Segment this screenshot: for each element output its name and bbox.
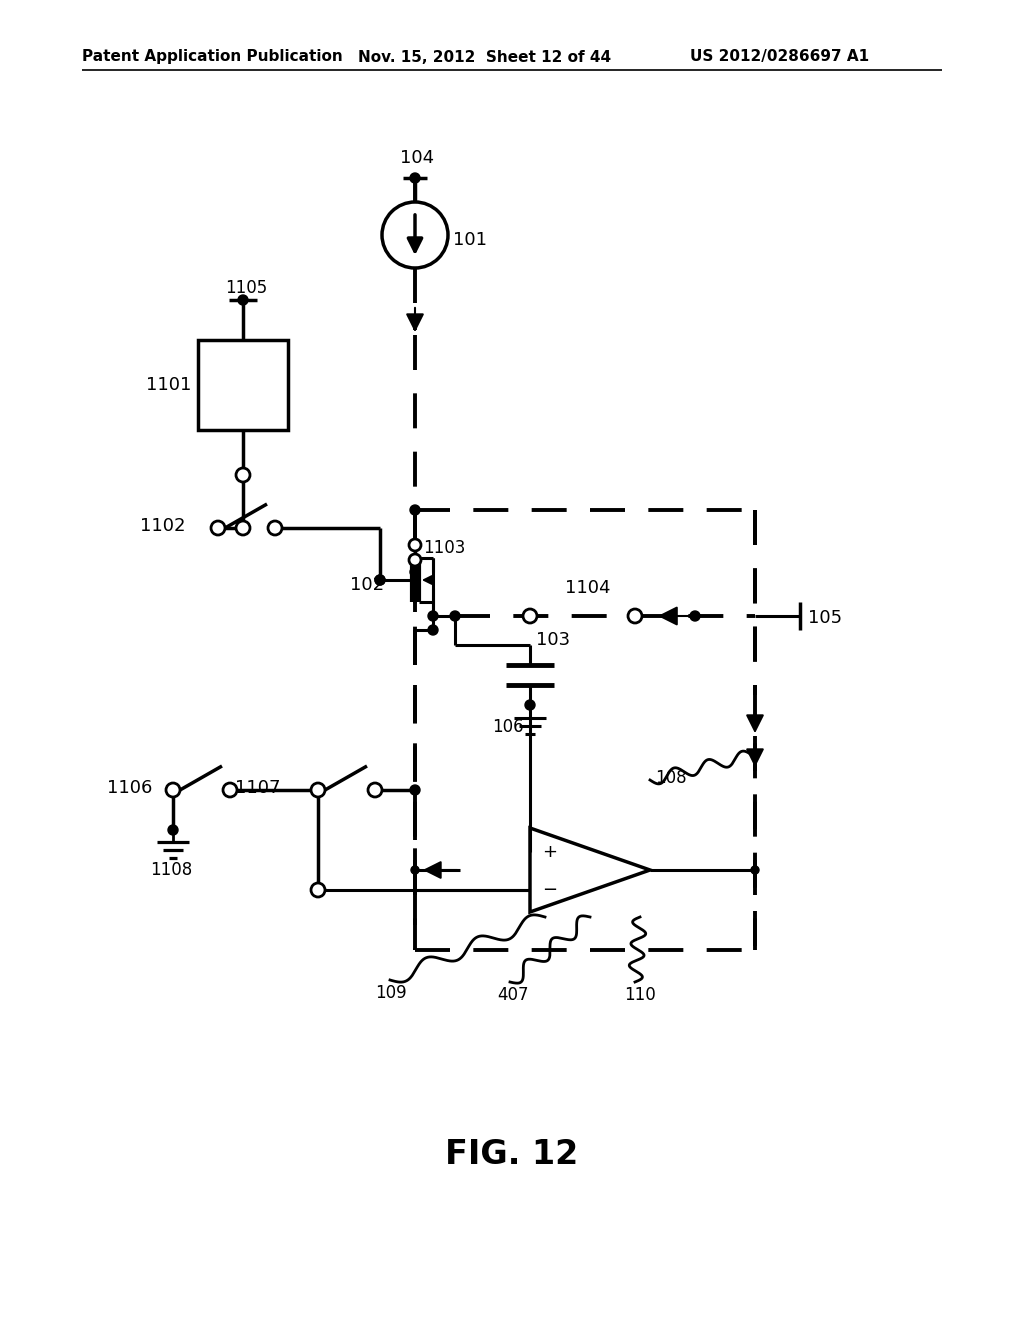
Text: 105: 105 <box>808 609 842 627</box>
Circle shape <box>411 866 419 874</box>
Text: Patent Application Publication: Patent Application Publication <box>82 49 343 65</box>
Circle shape <box>428 624 438 635</box>
Text: 101: 101 <box>453 231 487 249</box>
Circle shape <box>223 783 237 797</box>
Circle shape <box>690 611 700 620</box>
Circle shape <box>410 568 420 577</box>
Circle shape <box>410 506 420 515</box>
Circle shape <box>450 611 460 620</box>
Circle shape <box>525 700 535 710</box>
Text: 1102: 1102 <box>140 517 185 535</box>
Circle shape <box>238 294 248 305</box>
Circle shape <box>410 785 420 795</box>
Bar <box>198 341 288 430</box>
Circle shape <box>375 576 385 585</box>
Text: 108: 108 <box>655 770 687 787</box>
Circle shape <box>523 609 537 623</box>
Circle shape <box>628 609 642 623</box>
Circle shape <box>311 783 325 797</box>
Text: 102: 102 <box>350 576 384 594</box>
Text: 1106: 1106 <box>106 779 153 797</box>
Circle shape <box>311 883 325 898</box>
Circle shape <box>368 783 382 797</box>
Text: 106: 106 <box>492 718 523 737</box>
Text: 104: 104 <box>400 149 434 168</box>
Text: 1107: 1107 <box>234 779 281 797</box>
Circle shape <box>375 576 385 585</box>
Text: 1103: 1103 <box>423 539 465 557</box>
Circle shape <box>236 469 250 482</box>
Circle shape <box>211 521 225 535</box>
Text: −: − <box>542 880 557 899</box>
Circle shape <box>751 866 759 874</box>
Text: FIG. 12: FIG. 12 <box>445 1138 579 1172</box>
Text: 103: 103 <box>536 631 570 649</box>
Text: 1104: 1104 <box>565 579 610 597</box>
Circle shape <box>428 611 438 620</box>
Circle shape <box>236 521 250 535</box>
Text: 1105: 1105 <box>225 279 267 297</box>
Text: 407: 407 <box>497 986 528 1005</box>
Circle shape <box>410 173 420 183</box>
Circle shape <box>166 783 180 797</box>
Text: Nov. 15, 2012  Sheet 12 of 44: Nov. 15, 2012 Sheet 12 of 44 <box>358 49 611 65</box>
Circle shape <box>409 539 421 550</box>
Circle shape <box>409 554 421 566</box>
Text: +: + <box>542 843 557 861</box>
Text: US 2012/0286697 A1: US 2012/0286697 A1 <box>690 49 869 65</box>
Circle shape <box>168 825 178 836</box>
Text: 1101: 1101 <box>146 376 191 393</box>
Circle shape <box>268 521 282 535</box>
Text: 109: 109 <box>375 983 407 1002</box>
Text: 1108: 1108 <box>150 861 193 879</box>
Text: 110: 110 <box>624 986 655 1005</box>
